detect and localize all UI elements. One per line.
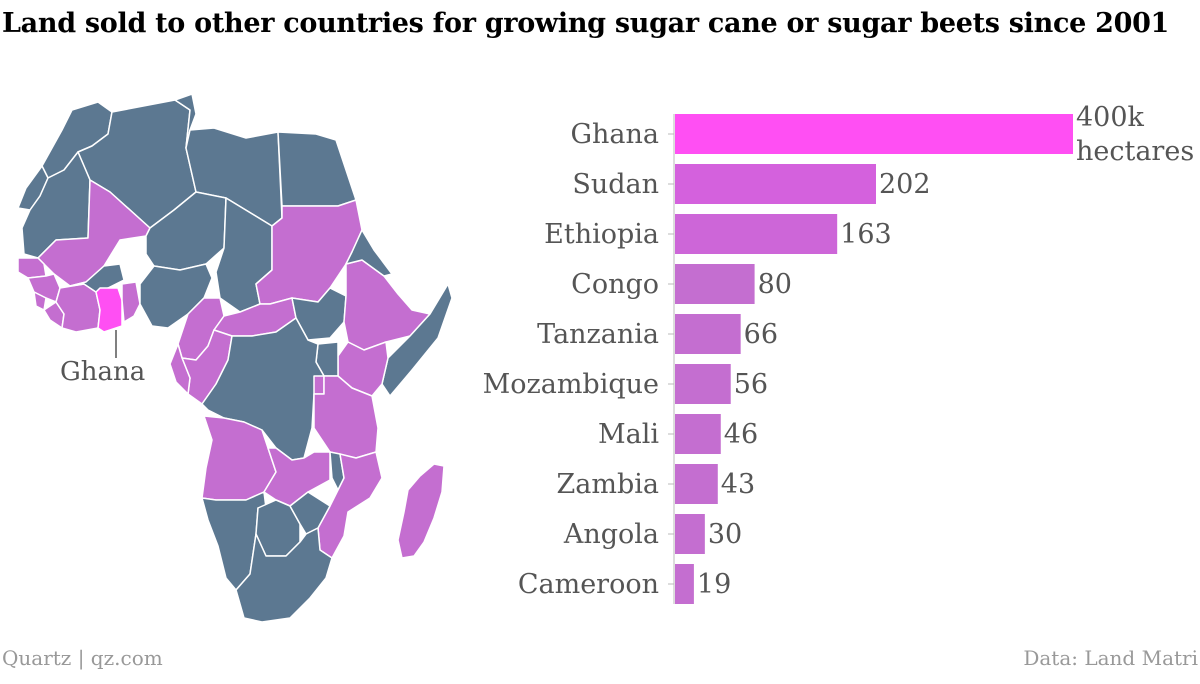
country-eritrea-djibouti (345, 229, 393, 277)
value-label: 163 (840, 219, 892, 250)
category-label: Tanzania (537, 319, 659, 350)
value-label: 400k hectares (1076, 102, 1194, 167)
bar-mozambique (675, 364, 731, 404)
category-label: Ghana (570, 119, 659, 150)
value-label: 19 (697, 569, 731, 600)
category-label: Cameroon (518, 569, 659, 600)
value-label: 56 (734, 369, 768, 400)
value-label: 46 (724, 419, 758, 450)
map-highlight-label: Ghana (60, 357, 146, 387)
category-label: Mozambique (483, 369, 659, 400)
category-label: Congo (571, 269, 659, 300)
bar-ghana (675, 114, 1073, 154)
footer-credit: Quartz | qz.com (2, 646, 163, 670)
category-label: Sudan (572, 169, 659, 200)
bar-cameroon (675, 564, 694, 604)
bar-angola (675, 514, 705, 554)
bar-tanzania (675, 314, 741, 354)
category-label: Angola (563, 519, 659, 550)
bar-zambia (675, 464, 718, 504)
bar-ethiopia (675, 214, 838, 254)
category-label: Mali (598, 419, 659, 450)
bar-congo (675, 264, 755, 304)
value-label: 202 (879, 169, 931, 200)
country-burkina-faso (69, 263, 125, 293)
category-label: Ethiopia (544, 219, 659, 250)
country-madagascar (397, 463, 445, 559)
country-gabon (169, 343, 191, 395)
footer-source: Data: Land Matri (1023, 646, 1198, 670)
country-mozambique (317, 451, 383, 559)
chart-title: Land sold to other countries for growing… (2, 8, 1170, 39)
value-label: 30 (708, 519, 742, 550)
africa-map (17, 93, 453, 623)
bar-mali (675, 414, 721, 454)
country-south-africa (235, 527, 333, 623)
category-label: Zambia (557, 469, 659, 500)
bar-sudan (675, 164, 876, 204)
value-label: 80 (758, 269, 792, 300)
country-togo-benin (121, 281, 141, 323)
country-ghana (95, 287, 123, 333)
country-sudan (255, 199, 363, 305)
value-label: 66 (744, 319, 778, 350)
value-label: 43 (721, 469, 755, 500)
